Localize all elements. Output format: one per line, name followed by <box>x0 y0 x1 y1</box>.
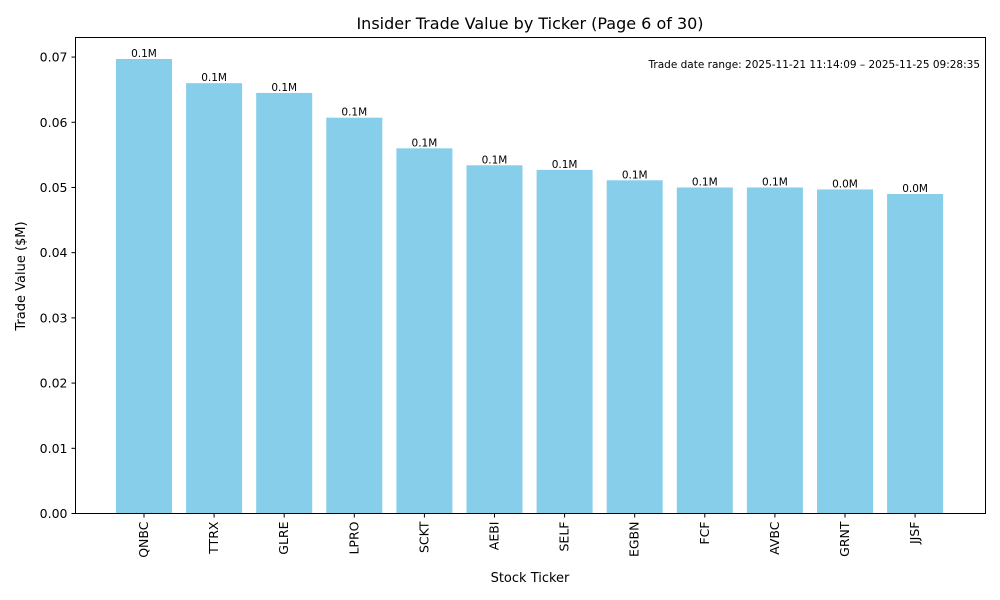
data-label-ttrx: 0.1M <box>201 72 227 84</box>
data-label-fcf: 0.1M <box>692 176 718 188</box>
bar-avbc <box>746 187 803 514</box>
data-label-sckt: 0.1M <box>412 137 438 149</box>
x-tick-label-qnbc: QNBC <box>136 521 151 558</box>
bars-group <box>116 59 944 514</box>
chart-title: Insider Trade Value by Ticker (Page 6 of… <box>356 14 703 33</box>
y-axis-label: Trade Value ($M) <box>14 221 29 331</box>
data-label-egbn: 0.1M <box>622 169 648 181</box>
bar-qnbc <box>116 59 172 514</box>
date-range-annotation: Trade date range: 2025-11-21 11:14:09 – … <box>648 59 980 71</box>
bar-self <box>536 169 593 514</box>
data-label-lpro: 0.1M <box>341 107 367 119</box>
data-label-jjsf: 0.0M <box>902 183 928 195</box>
x-axis-ticks: QNBC TTRX GLRE LPRO SCKT AEBI SELF EGBN FCF AVBC G… <box>136 513 922 558</box>
data-label-qnbc: 0.1M <box>131 48 157 60</box>
data-label-aebi: 0.1M <box>482 154 508 166</box>
x-tick-label-grnt: GRNT <box>837 521 852 557</box>
data-label-avbc: 0.1M <box>762 176 788 188</box>
data-label-glre: 0.1M <box>271 82 297 94</box>
x-tick-label-avbc: AVBC <box>767 521 782 555</box>
y-tick-label: 0.02 <box>40 376 68 391</box>
x-tick-label-self: SELF <box>557 522 572 552</box>
y-axis-ticks: 0.00 0.01 0.02 0.03 0.04 0.05 0.06 0.07 <box>40 50 76 521</box>
y-tick-label: 0.04 <box>40 245 68 260</box>
bar-egbn <box>606 180 663 514</box>
x-tick-label-fcf: FCF <box>697 522 712 545</box>
bar-grnt <box>817 189 873 514</box>
y-tick-label: 0.00 <box>40 506 68 521</box>
y-tick-label: 0.07 <box>40 50 68 65</box>
bar-lpro <box>326 117 383 514</box>
bar-jjsf <box>887 193 944 514</box>
x-tick-label-sckt: SCKT <box>416 521 431 553</box>
y-tick-label: 0.01 <box>40 441 68 456</box>
data-labels-group: 0.1M 0.1M 0.1M 0.1M 0.1M 0.1M 0.1M 0.1M 0.1M 0.1M… <box>131 48 928 195</box>
x-tick-label-glre: GLRE <box>276 521 291 554</box>
bar-sckt <box>396 148 453 514</box>
bar-aebi <box>466 165 523 514</box>
y-tick-label: 0.05 <box>40 180 68 195</box>
x-tick-label-aebi: AEBI <box>487 522 502 551</box>
x-tick-label-egbn: EGBN <box>627 522 642 558</box>
x-tick-label-ttrx: TTRX <box>206 521 221 555</box>
plot-frame <box>75 37 986 514</box>
y-tick-label: 0.03 <box>40 310 68 325</box>
bar-glre <box>256 92 313 514</box>
y-tick-label: 0.06 <box>40 115 68 130</box>
x-tick-label-jjsf: JJSF <box>907 522 922 546</box>
x-axis-label: Stock Ticker <box>491 571 570 586</box>
bar-ttrx <box>186 83 243 514</box>
x-tick-label-lpro: LPRO <box>346 521 361 554</box>
data-label-grnt: 0.0M <box>832 178 858 190</box>
data-label-self: 0.1M <box>552 159 578 171</box>
bar-fcf <box>676 187 733 514</box>
